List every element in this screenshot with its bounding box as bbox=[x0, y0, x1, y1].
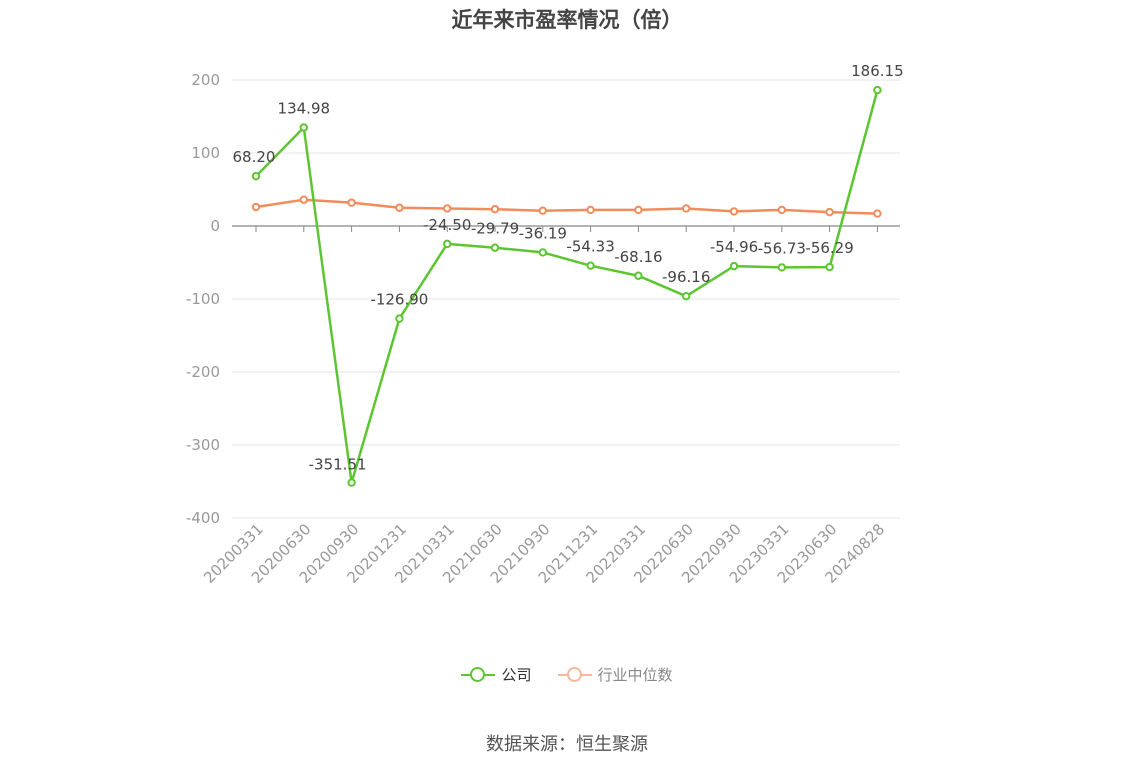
y-tick-label: 0 bbox=[210, 217, 220, 235]
industry-series-line bbox=[255, 198, 878, 215]
company-data-label: -54.33 bbox=[566, 238, 614, 256]
company-data-point bbox=[682, 291, 691, 301]
company-data-point bbox=[634, 271, 643, 280]
label-layer: 68.20 134.98 -351.51 -126.90 -24.50 -29.79 -36… bbox=[233, 62, 904, 473]
company-data-point bbox=[729, 261, 739, 271]
company-data-label: 68.20 bbox=[233, 148, 276, 166]
company-data-point bbox=[873, 85, 882, 95]
industry-data-point bbox=[251, 202, 261, 212]
company-data-label: -68.16 bbox=[614, 248, 662, 266]
company-data-label: -96.16 bbox=[662, 268, 710, 286]
industry-data-point bbox=[347, 198, 356, 207]
grid-layer bbox=[232, 79, 900, 519]
company-data-point bbox=[299, 123, 308, 132]
company-data-label: 186.15 bbox=[851, 62, 904, 80]
industry-data-point bbox=[825, 207, 834, 217]
company-data-label: -36.19 bbox=[519, 224, 567, 242]
company-data-point bbox=[347, 478, 356, 487]
industry-data-point bbox=[299, 195, 308, 204]
legend-item-industry[interactable]: 行业中位数 bbox=[557, 664, 673, 685]
legend-marker-icon bbox=[461, 666, 496, 683]
data-source: 数据来源：恒生聚源 bbox=[486, 734, 648, 755]
industry-data-point bbox=[777, 205, 786, 215]
point-layer bbox=[251, 85, 882, 487]
chart-title: 近年来市盈率情况（倍） bbox=[451, 8, 683, 32]
company-series-line bbox=[255, 89, 879, 484]
company-data-label: -126.90 bbox=[370, 291, 428, 309]
industry-data-point bbox=[395, 203, 404, 212]
y-tick-label: -300 bbox=[186, 436, 220, 454]
company-data-point bbox=[490, 243, 500, 252]
industry-data-point bbox=[490, 205, 500, 214]
line-layer bbox=[255, 89, 879, 484]
y-tick-label: -100 bbox=[186, 290, 220, 308]
legend-marker-icon bbox=[557, 666, 592, 683]
company-data-label: 134.98 bbox=[278, 99, 331, 117]
company-data-label: -351.51 bbox=[309, 456, 367, 474]
legend-label-industry: 行业中位数 bbox=[597, 666, 673, 684]
industry-data-point bbox=[586, 205, 595, 215]
company-data-label: -54.96 bbox=[710, 238, 758, 256]
industry-data-point bbox=[443, 204, 452, 213]
company-data-point bbox=[586, 261, 595, 270]
industry-data-point bbox=[729, 207, 739, 216]
company-data-point bbox=[251, 172, 261, 181]
chart-legend: 公司 行业中位数 bbox=[0, 664, 1134, 685]
legend-label-company: 公司 bbox=[501, 666, 532, 684]
industry-data-point bbox=[634, 205, 643, 215]
industry-data-point bbox=[873, 209, 882, 218]
company-data-point bbox=[777, 263, 786, 272]
company-data-point bbox=[395, 314, 404, 323]
axis-layer: -400-300-200-100010020020200331202006302… bbox=[186, 71, 900, 587]
company-data-point bbox=[538, 248, 547, 257]
y-tick-label: 200 bbox=[191, 71, 220, 89]
company-data-label: -29.79 bbox=[471, 220, 519, 238]
y-tick-label: 100 bbox=[191, 144, 220, 162]
legend-item-company[interactable]: 公司 bbox=[461, 664, 532, 685]
y-tick-label: -200 bbox=[186, 363, 220, 381]
company-data-label: -24.50 bbox=[423, 216, 471, 234]
company-data-label: -56.29 bbox=[805, 239, 853, 257]
y-tick-label: -400 bbox=[186, 509, 220, 527]
company-data-point bbox=[443, 239, 452, 249]
industry-data-point bbox=[682, 204, 691, 213]
company-data-point bbox=[825, 262, 834, 272]
company-data-label: -56.73 bbox=[758, 239, 806, 257]
industry-data-point bbox=[538, 206, 547, 215]
